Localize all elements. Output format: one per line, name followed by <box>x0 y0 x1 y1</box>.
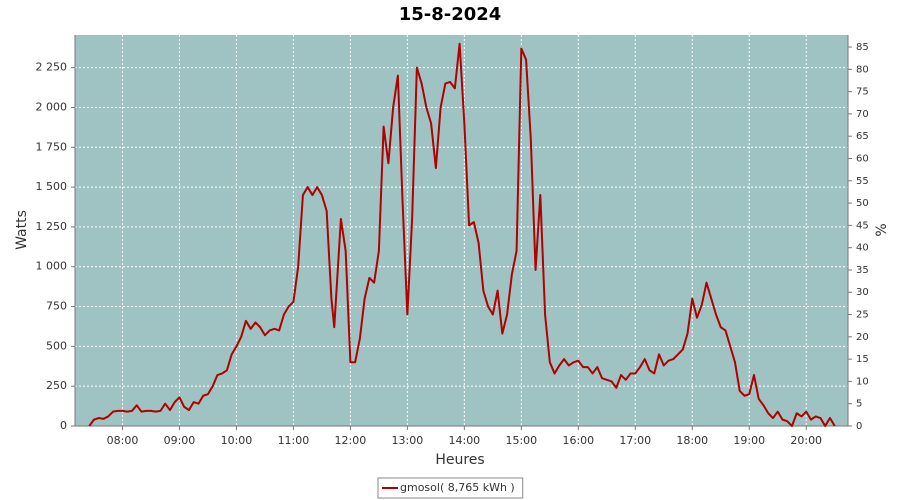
x-axis-label: Heures <box>435 452 484 468</box>
y-tick-label: 2 000 <box>36 100 68 113</box>
legend: gmosol( 8,765 kWh ) <box>377 477 524 499</box>
y-tick-label: 500 <box>46 339 67 352</box>
y2-tick-label: 40 <box>856 243 869 254</box>
y2-tick-label: 65 <box>856 131 869 142</box>
x-tick-label: 15:00 <box>505 434 537 447</box>
y2-tick-label: 50 <box>856 198 869 209</box>
y2-tick-label: 25 <box>856 310 869 321</box>
x-tick-label: 18:00 <box>676 434 708 447</box>
x-tick-label: 20:00 <box>790 434 822 447</box>
y2-tick-label: 70 <box>856 109 869 120</box>
x-tick-label: 19:00 <box>733 434 765 447</box>
x-tick-label: 14:00 <box>448 434 480 447</box>
y-axis-label: Watts <box>14 210 30 250</box>
legend-label: gmosol( 8,765 kWh ) <box>400 481 515 494</box>
x-tick-label: 08:00 <box>107 434 139 447</box>
y2-tick-label: 75 <box>856 87 869 98</box>
plot-area <box>75 35 848 426</box>
data-line <box>88 42 836 427</box>
y-tick-label: 750 <box>46 300 67 313</box>
y-tick-label: 0 <box>60 419 67 432</box>
y2-tick-label: 5 <box>856 399 862 410</box>
x-tick-label: 16:00 <box>562 434 594 447</box>
y-tick-label: 1 750 <box>36 140 68 153</box>
y-tick-label: 250 <box>46 379 67 392</box>
y2-tick-label: 85 <box>856 42 869 53</box>
y2-tick-label: 0 <box>856 421 862 432</box>
x-tick-label: 12:00 <box>335 434 367 447</box>
x-tick-label: 09:00 <box>164 434 196 447</box>
y2-tick-label: 20 <box>856 332 869 343</box>
x-tick-label: 11:00 <box>278 434 310 447</box>
y2-axis-label: % <box>874 223 890 236</box>
y2-tick-label: 60 <box>856 153 869 164</box>
x-tick-label: 10:00 <box>221 434 253 447</box>
y2-tick-label: 15 <box>856 354 869 365</box>
chart-title: 15-8-2024 <box>399 4 502 25</box>
x-tick-label: 13:00 <box>392 434 424 447</box>
x-tick-label: 17:00 <box>619 434 651 447</box>
y2-tick-label: 45 <box>856 220 869 231</box>
y-tick-label: 1 000 <box>36 260 68 273</box>
y2-tick-label: 30 <box>856 287 869 298</box>
y2-tick-label: 35 <box>856 265 869 276</box>
legend-box <box>377 477 524 499</box>
y-tick-label: 1 500 <box>36 180 68 193</box>
y-tick-label: 2 250 <box>36 61 68 74</box>
y2-tick-label: 10 <box>856 376 869 387</box>
y-tick-label: 1 250 <box>36 220 68 233</box>
y2-tick-label: 80 <box>856 64 869 75</box>
y2-tick-label: 55 <box>856 176 869 187</box>
